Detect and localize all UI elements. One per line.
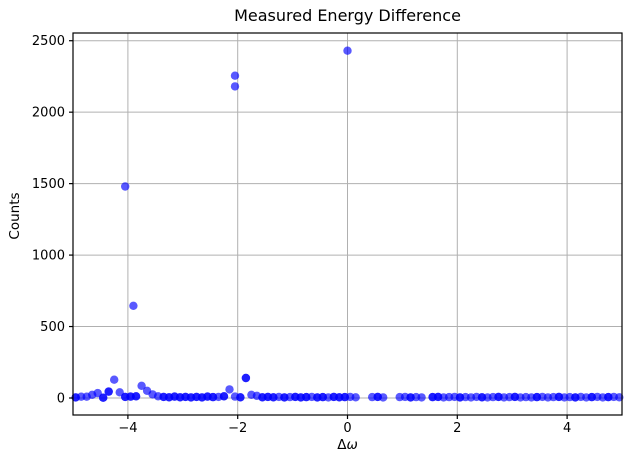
chart-title: Measured Energy Difference bbox=[234, 6, 461, 25]
y-tick-label: 2500 bbox=[32, 34, 65, 49]
x-tick-label: −2 bbox=[228, 421, 247, 436]
y-tick-label: 1500 bbox=[32, 177, 65, 192]
x-tick-label: −4 bbox=[118, 421, 137, 436]
data-point bbox=[115, 388, 124, 397]
data-point bbox=[129, 301, 138, 310]
data-point bbox=[230, 71, 240, 80]
data-point bbox=[219, 392, 229, 401]
y-tick-label: 0 bbox=[57, 391, 65, 406]
data-point bbox=[104, 387, 113, 396]
data-point bbox=[225, 385, 234, 394]
data-point bbox=[417, 393, 426, 402]
x-tick-label: 4 bbox=[563, 421, 571, 436]
data-point bbox=[99, 393, 108, 402]
data-point bbox=[379, 393, 388, 402]
data-point bbox=[343, 46, 352, 55]
data-point bbox=[131, 392, 141, 401]
x-tick-label: 0 bbox=[343, 421, 351, 436]
data-point bbox=[230, 82, 240, 91]
data-point bbox=[121, 182, 130, 191]
data-point bbox=[137, 381, 146, 390]
y-axis-label: Counts bbox=[7, 192, 23, 240]
data-point bbox=[110, 375, 119, 384]
data-point bbox=[236, 393, 245, 402]
data-point bbox=[241, 373, 251, 383]
data-point bbox=[351, 393, 360, 402]
x-axis-label-omega: ω bbox=[346, 437, 358, 453]
y-tick-label: 1000 bbox=[32, 249, 65, 264]
x-tick-label: 2 bbox=[453, 421, 461, 436]
data-point bbox=[93, 388, 102, 398]
y-tick-label: 500 bbox=[40, 320, 65, 335]
x-axis-label-delta: Δ bbox=[337, 437, 347, 453]
x-axis-label: Δω bbox=[73, 437, 622, 453]
y-tick-label: 2000 bbox=[32, 106, 65, 121]
